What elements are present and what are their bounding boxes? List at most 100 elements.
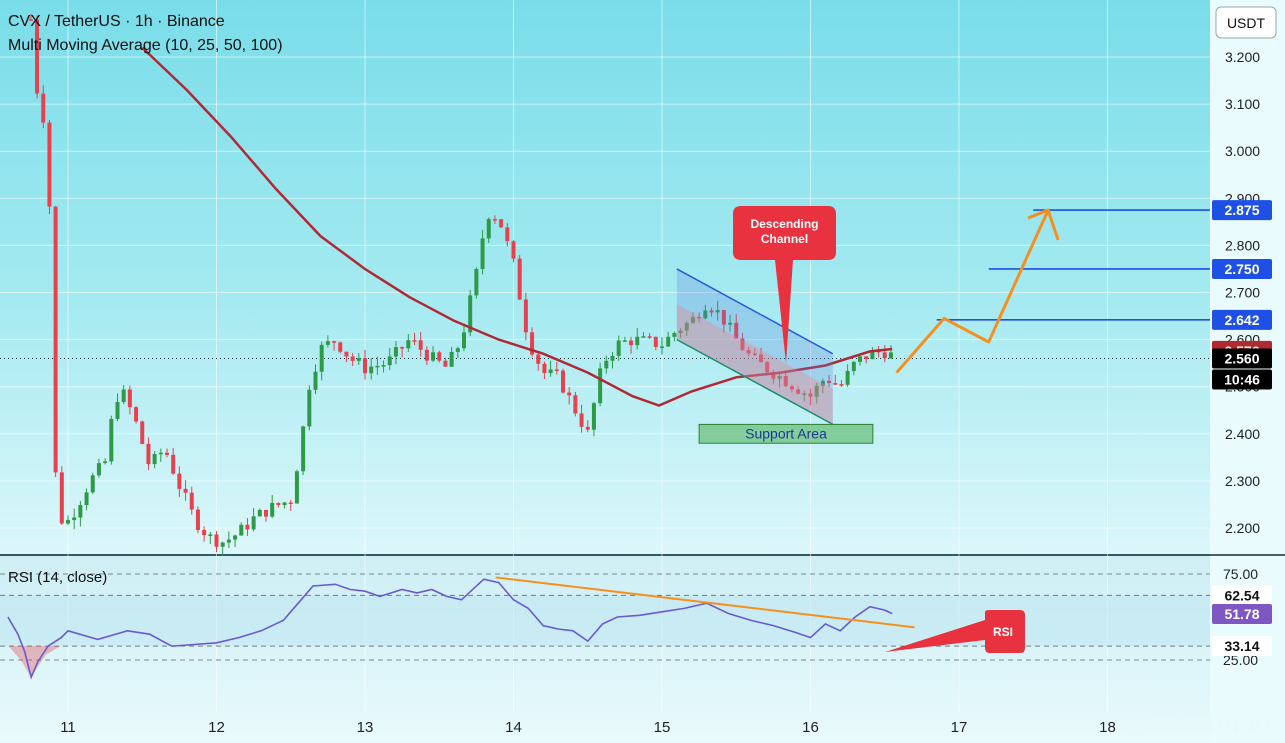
candle-bear — [653, 336, 658, 347]
rsi-legend[interactable]: RSI (14, close) — [8, 569, 108, 586]
candle-bear — [697, 316, 702, 319]
candle-bull — [152, 454, 157, 465]
candle-bull — [474, 268, 479, 296]
rsi-line — [7, 578, 893, 680]
y-tick-label: 2.400 — [1225, 426, 1260, 442]
rsi-badge-text: 51.78 — [1224, 606, 1259, 622]
projection-path — [895, 209, 1050, 374]
price-badge — [1212, 369, 1272, 390]
symbol-title[interactable]: CVX / TetherUS · 1h · Binance — [8, 13, 225, 30]
candle-bear — [517, 258, 522, 300]
projection-arrowhead — [1027, 208, 1060, 241]
price-badge-text: 2.642 — [1224, 312, 1259, 328]
candle-bull — [239, 524, 244, 536]
candle-bull — [622, 340, 627, 342]
rsi-badge-text: 62.54 — [1224, 587, 1259, 603]
candle-bull — [313, 371, 318, 390]
candle-bull — [233, 535, 238, 540]
candle-bear — [28, 19, 33, 21]
candle-bull — [226, 539, 231, 543]
candle-bear — [165, 452, 169, 455]
candle-bull — [375, 365, 380, 368]
rsi-badge — [1212, 603, 1272, 624]
candle-bear — [437, 352, 442, 361]
candle-bull — [820, 380, 825, 386]
candle-bear — [177, 473, 182, 489]
candle-bear — [183, 488, 188, 493]
indicator-legend[interactable]: Multi Moving Average (10, 25, 50, 100) — [8, 37, 283, 54]
candle-bear — [721, 310, 726, 325]
candle-bull — [282, 502, 287, 506]
price-badge — [1212, 348, 1272, 369]
candle-bear — [344, 351, 349, 357]
support-area-label: Support Area — [745, 426, 827, 442]
rsi-divergence-line — [495, 576, 915, 629]
price-badge — [1212, 258, 1272, 279]
rsi-callout-text: RSI — [993, 625, 1013, 639]
rsi-tick-label: 75.00 — [1223, 566, 1258, 582]
rsi-band-fill — [0, 595, 1210, 646]
candle-bear — [276, 502, 281, 506]
y-tick-label: 2.300 — [1225, 473, 1260, 489]
candle-bear — [765, 362, 770, 373]
candle-bull — [301, 426, 306, 472]
candle-bull — [703, 310, 708, 319]
candle-bear — [492, 219, 497, 221]
candle-bull — [84, 492, 89, 506]
x-tick-label: 17 — [951, 719, 968, 736]
x-tick-label: 13 — [357, 719, 374, 736]
candle-bull — [684, 322, 689, 331]
candle-bear — [709, 310, 714, 313]
candle-bull — [672, 333, 677, 337]
watermark-text: @GK-ARONNO — [1125, 715, 1271, 737]
candle-bear — [740, 338, 745, 351]
candle-bear — [579, 413, 584, 427]
candle-bear — [573, 395, 578, 414]
candle-bull — [480, 238, 485, 269]
candle-bull — [598, 368, 603, 404]
rsi-badge — [1212, 585, 1272, 606]
candle-bear — [523, 299, 528, 333]
candle-bull — [381, 365, 386, 367]
candle-bear — [189, 492, 194, 510]
candle-bear — [746, 350, 751, 354]
candle-bear — [418, 340, 423, 350]
price-badge-text: 10:46 — [1224, 371, 1260, 387]
candle-bull — [486, 219, 491, 239]
candle-bull — [455, 348, 460, 352]
y-tick-label: 2.800 — [1225, 237, 1260, 253]
candle-bull — [307, 389, 312, 427]
x-tick-label: 12 — [208, 719, 225, 736]
candle-bull — [845, 370, 850, 385]
candle-bull — [678, 330, 683, 334]
candle-bear — [789, 386, 794, 390]
candle-bear — [134, 407, 139, 422]
candle-bear — [264, 509, 268, 517]
currency-button[interactable] — [1215, 6, 1277, 39]
candle-bull — [251, 516, 256, 530]
rsi-layer: RSI — [0, 573, 1210, 680]
candle-bull — [393, 347, 398, 357]
candle-bear — [332, 341, 337, 343]
candle-bear — [202, 530, 207, 536]
candle-bear — [839, 384, 844, 386]
descending-callout-text-1: Descending — [750, 217, 818, 231]
candle-bear — [499, 219, 504, 228]
candle-bull — [96, 463, 101, 476]
candle-bear — [542, 363, 547, 374]
candle-bull — [257, 509, 262, 517]
candle-bear — [140, 421, 145, 444]
candle-bull — [814, 385, 819, 397]
candle-bear — [536, 354, 541, 364]
candle-bear — [882, 352, 887, 359]
candle-bear — [734, 322, 739, 339]
candle-bull — [604, 360, 609, 369]
candle-bear — [771, 372, 776, 379]
currency-button-text[interactable]: USDT — [1227, 15, 1266, 31]
candle-bull — [888, 352, 893, 359]
candle-bull — [270, 502, 275, 517]
rsi-tick-label: 25.00 — [1223, 652, 1258, 668]
candle-bear — [288, 502, 293, 505]
